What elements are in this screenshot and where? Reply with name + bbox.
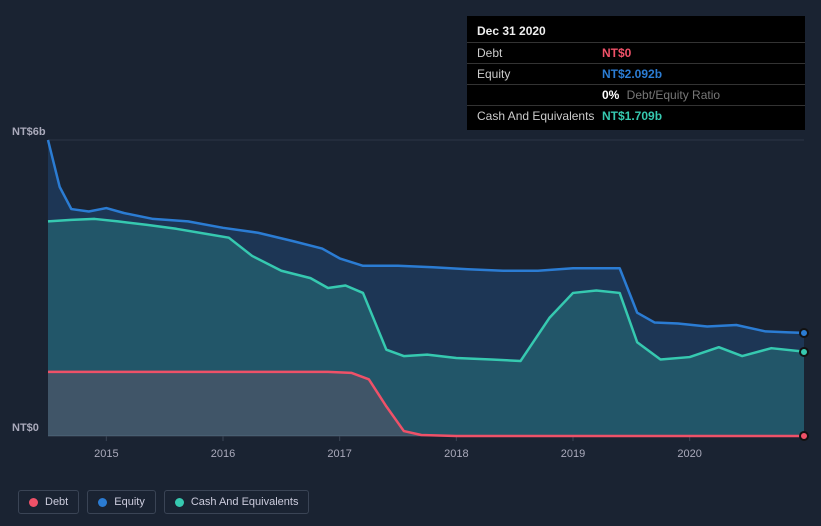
x-axis-label: 2015 xyxy=(94,448,118,460)
tooltip-row: EquityNT$2.092b xyxy=(467,63,805,84)
tooltip-label: Cash And Equivalents xyxy=(477,108,602,124)
tooltip-label: Equity xyxy=(477,66,602,82)
tooltip-row: 0% Debt/Equity Ratio xyxy=(467,84,805,105)
legend-swatch xyxy=(98,498,107,507)
financials-chart: Dec 31 2020 DebtNT$0EquityNT$2.092b0% De… xyxy=(0,0,821,526)
legend-swatch xyxy=(29,498,38,507)
chart-legend: Debt Equity Cash And Equivalents xyxy=(18,490,309,514)
x-axis-label: 2019 xyxy=(561,448,585,460)
series-end-dot xyxy=(799,347,809,357)
x-axis-label: 2017 xyxy=(327,448,351,460)
x-axis-label: 2016 xyxy=(211,448,235,460)
tooltip-date: Dec 31 2020 xyxy=(467,20,805,42)
legend-item[interactable]: Debt xyxy=(18,490,79,514)
tooltip-value: 0% Debt/Equity Ratio xyxy=(602,87,795,103)
tooltip-extra: Debt/Equity Ratio xyxy=(623,88,720,102)
tooltip-label: Debt xyxy=(477,45,602,61)
legend-item[interactable]: Equity xyxy=(87,490,156,514)
y-axis-label: NT$6b xyxy=(12,126,46,138)
tooltip-row: Cash And EquivalentsNT$1.709b xyxy=(467,105,805,126)
tooltip-value: NT$1.709b xyxy=(602,108,795,124)
legend-label: Cash And Equivalents xyxy=(191,496,299,508)
series-end-dot xyxy=(799,431,809,441)
series-end-dot xyxy=(799,328,809,338)
legend-label: Debt xyxy=(45,496,68,508)
tooltip-label xyxy=(477,87,602,103)
x-axis-label: 2018 xyxy=(444,448,468,460)
legend-item[interactable]: Cash And Equivalents xyxy=(164,490,310,514)
tooltip-value: NT$2.092b xyxy=(602,66,795,82)
tooltip-row: DebtNT$0 xyxy=(467,42,805,63)
tooltip-value: NT$0 xyxy=(602,45,795,61)
x-axis-label: 2020 xyxy=(677,448,701,460)
chart-tooltip: Dec 31 2020 DebtNT$0EquityNT$2.092b0% De… xyxy=(467,16,805,130)
tooltip-rows: DebtNT$0EquityNT$2.092b0% Debt/Equity Ra… xyxy=(467,42,805,126)
y-axis-label: NT$0 xyxy=(12,422,39,434)
legend-label: Equity xyxy=(114,496,145,508)
legend-swatch xyxy=(175,498,184,507)
